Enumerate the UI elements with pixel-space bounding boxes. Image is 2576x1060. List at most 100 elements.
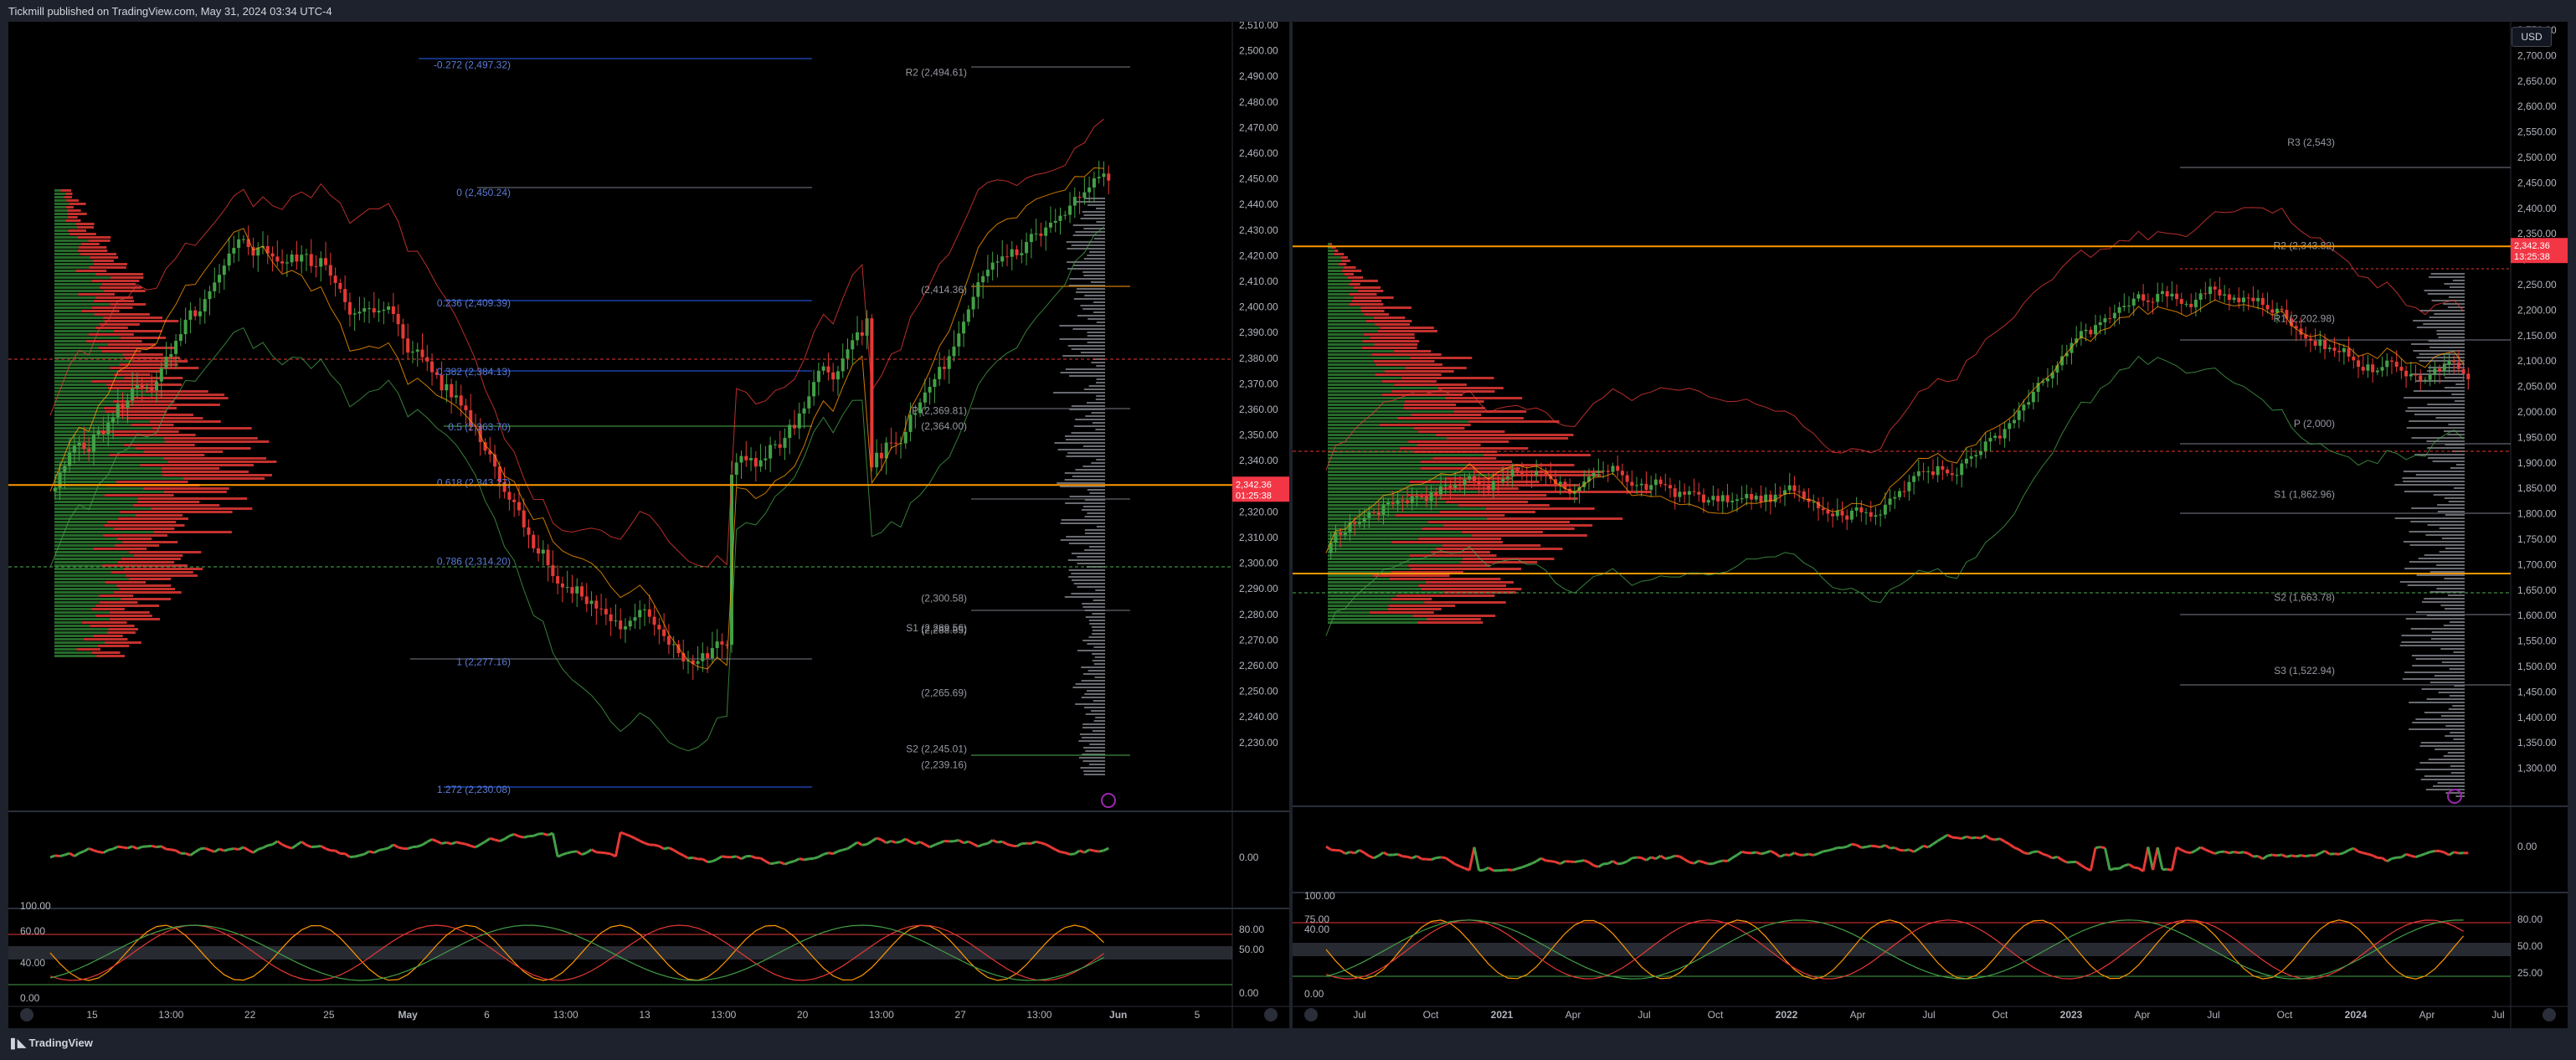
right-volume-profile-bar — [2443, 755, 2465, 757]
oscillator-line — [131, 845, 138, 850]
oscillator-line — [2133, 866, 2139, 870]
volume-profile-bar — [1328, 524, 1443, 527]
volume-profile-bar — [54, 293, 79, 296]
currency-button[interactable]: USD — [2512, 27, 2552, 47]
volume-profile-bar — [95, 296, 133, 299]
oscillator-line — [2391, 856, 2397, 860]
candle-body — [1367, 512, 1371, 518]
right-volume-profile-bar — [1064, 472, 1105, 474]
volume-profile-bar — [163, 457, 267, 460]
oscillator-line — [286, 845, 293, 850]
candle-body — [382, 309, 386, 311]
volume-profile-bar — [108, 628, 139, 630]
candle-body — [1874, 515, 1878, 517]
volume-profile-bar — [1328, 303, 1350, 306]
right-volume-profile-bar — [1092, 653, 1105, 655]
oscillator-line — [2352, 846, 2359, 853]
right-volume-profile-bar — [1082, 723, 1105, 725]
right-volume-profile-bar — [1076, 288, 1105, 290]
left-chart-panel[interactable]: 2,510.00 2,500.00 2,490.00 2,480.00 2,470.00… — [8, 19, 1289, 1028]
last-price-value: 2,342.36 — [2514, 241, 2550, 251]
volume-profile-bar — [54, 316, 103, 319]
right-volume-profile-bar — [2432, 785, 2465, 787]
last-price-tag — [1232, 476, 1289, 502]
tradingview-logo[interactable]: ❚◣ TradingView — [8, 1037, 93, 1050]
candle-body — [101, 430, 105, 435]
oscillator-line — [837, 848, 844, 853]
right-volume-profile-bar — [1087, 204, 1105, 206]
volume-profile-bar — [149, 420, 221, 423]
candle-body — [614, 620, 618, 622]
right-chart[interactable]: 2,750.002,700.002,650.002,600.002,550.00… — [1293, 22, 2568, 1028]
volume-profile-bar — [76, 226, 95, 229]
volume-profile-bar — [1422, 527, 1575, 530]
volume-profile-bar — [1373, 360, 1435, 363]
volume-profile-bar — [54, 645, 98, 647]
oscillator-line — [64, 852, 70, 857]
oscillator-line — [238, 846, 244, 851]
volume-profile-bar — [1328, 527, 1422, 530]
oscillator-line — [1904, 848, 1910, 852]
right-chart-panel[interactable]: 2,750.002,700.002,650.002,600.002,550.00… — [1293, 22, 2568, 1028]
last-price-tag — [2511, 238, 2568, 264]
oscillator-line — [2167, 867, 2172, 872]
time-axis-tick: Apr — [2135, 1009, 2151, 1021]
left-chart[interactable]: 2,510.002,500.002,490.002,480.002,470.00… — [8, 19, 1289, 1028]
oscillator-line — [373, 849, 380, 854]
volume-profile-bar — [1328, 380, 1382, 383]
oscillator-line — [759, 857, 767, 862]
candle-body — [174, 341, 178, 354]
volume-profile-bar — [54, 367, 111, 369]
right-volume-profile-bar — [1064, 435, 1105, 437]
right-volume-profile-bar — [2452, 705, 2465, 707]
right-volume-profile-bar — [1083, 198, 1105, 199]
candle-body — [82, 443, 86, 450]
volume-profile-bar — [54, 280, 92, 282]
oscillator-line — [1045, 843, 1051, 848]
candle-body — [1453, 484, 1458, 488]
right-volume-profile-bar — [1066, 241, 1105, 243]
candle-body — [2304, 334, 2308, 339]
right-volume-profile-bar — [1093, 700, 1105, 702]
volume-profile-bar — [54, 243, 81, 245]
level-label: 0.5 (2,363.70) — [448, 421, 511, 433]
oscillator-line — [301, 841, 307, 846]
volume-profile-bar — [1480, 491, 1652, 493]
volume-profile-bar — [132, 504, 220, 507]
candle-body — [2050, 372, 2054, 378]
volume-profile-bar — [1328, 474, 1492, 476]
right-volume-profile-bar — [1069, 375, 1105, 377]
candle-body — [2156, 294, 2160, 302]
volume-profile-bar — [116, 481, 188, 483]
oscillator-line — [1679, 855, 1685, 861]
volume-profile-bar — [1341, 260, 1350, 262]
oscillator-axis-tick: 0.00 — [1304, 988, 1324, 1000]
brand-label: TradingView — [28, 1037, 93, 1049]
volume-profile-bar — [90, 256, 119, 259]
right-volume-profile-bar — [2409, 531, 2465, 533]
oscillator-line — [484, 837, 491, 843]
right-volume-profile-bar — [2394, 517, 2465, 519]
oscillator-line — [2047, 854, 2054, 860]
time-axis-tick: 27 — [954, 1009, 966, 1021]
oscillator-line — [804, 857, 810, 862]
oscillator-line — [1535, 857, 1542, 862]
volume-profile-bar — [1328, 467, 1421, 470]
oscillator-line — [2448, 851, 2455, 857]
time-axis-tick: Jul — [1638, 1009, 1650, 1021]
candle-body — [802, 408, 806, 414]
right-volume-profile-bar — [1084, 295, 1105, 296]
right-volume-profile-bar — [1087, 670, 1105, 672]
candle-body — [2294, 326, 2298, 329]
candle-body — [357, 311, 362, 314]
volume-profile-bar — [1375, 373, 1442, 376]
volume-profile-bar — [1328, 407, 1404, 409]
volume-profile-bar — [88, 266, 126, 269]
volume-profile-bar — [1351, 300, 1382, 302]
oscillator-line — [224, 848, 230, 852]
oscillator-line — [1756, 851, 1761, 856]
oscillator-line — [1440, 856, 1446, 860]
candle-body — [1740, 498, 1744, 500]
right-volume-profile-bar — [1087, 318, 1105, 320]
candle-body — [1955, 475, 1959, 476]
